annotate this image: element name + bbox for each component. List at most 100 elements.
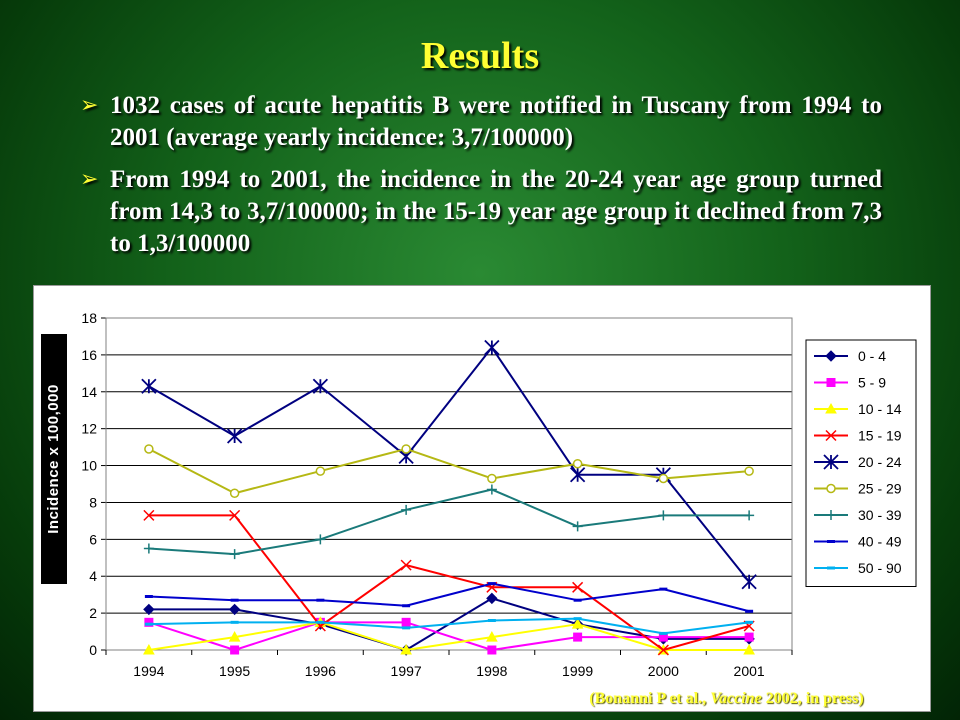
data-point bbox=[228, 631, 241, 642]
data-point bbox=[143, 603, 155, 616]
data-point bbox=[569, 467, 586, 483]
x-tick-label: 1994 bbox=[133, 663, 164, 679]
legend-label: 25 - 29 bbox=[858, 481, 902, 497]
data-point bbox=[487, 473, 497, 484]
series-line bbox=[148, 447, 750, 495]
data-point bbox=[230, 645, 240, 655]
legend-label: 50 - 90 bbox=[858, 560, 902, 576]
data-point bbox=[744, 510, 755, 521]
data-point bbox=[486, 484, 497, 495]
x-tick-label: 1996 bbox=[305, 663, 336, 679]
data-point bbox=[658, 473, 669, 484]
citation-journal: Vaccine bbox=[710, 690, 762, 707]
data-point bbox=[401, 504, 412, 515]
data-point bbox=[572, 521, 583, 532]
data-point bbox=[400, 643, 412, 655]
data-point bbox=[312, 378, 329, 394]
data-point bbox=[315, 466, 326, 476]
data-point bbox=[486, 592, 498, 605]
y-tick-label: 6 bbox=[89, 531, 97, 547]
citation-prefix: (Bonanni P et al., bbox=[589, 690, 711, 707]
legend-marker bbox=[825, 350, 837, 362]
data-point bbox=[401, 617, 411, 627]
data-point bbox=[143, 643, 155, 655]
y-tick-label: 14 bbox=[81, 384, 97, 400]
bullet-list: ➢ 1032 cases of acute hepatitis B were n… bbox=[80, 90, 882, 270]
arrow-bullet-icon: ➢ bbox=[80, 167, 99, 192]
x-tick-label: 1999 bbox=[562, 663, 593, 679]
data-point bbox=[743, 643, 755, 655]
y-tick-label: 18 bbox=[81, 310, 97, 326]
legend-marker bbox=[826, 483, 836, 494]
legend-label: 30 - 39 bbox=[858, 507, 902, 523]
legend-box bbox=[805, 339, 917, 587]
legend-marker bbox=[823, 454, 839, 470]
data-point bbox=[571, 618, 584, 629]
data-point bbox=[657, 644, 669, 656]
series-line bbox=[148, 346, 750, 583]
data-point bbox=[229, 509, 241, 521]
data-point bbox=[572, 458, 583, 469]
legend-label: 5 - 9 bbox=[858, 375, 886, 391]
data-point bbox=[141, 378, 157, 394]
series-line bbox=[148, 514, 750, 651]
legend-marker bbox=[825, 429, 837, 442]
series-line bbox=[148, 488, 750, 556]
data-point bbox=[744, 632, 754, 642]
y-tick-label: 0 bbox=[89, 642, 97, 658]
plot-border bbox=[105, 317, 793, 651]
data-point bbox=[143, 543, 154, 554]
slide-title: Results bbox=[420, 35, 540, 77]
data-point bbox=[484, 339, 500, 356]
legend-label: 10 - 14 bbox=[858, 401, 902, 417]
line-chart: 0 2 4 6 8 10 12 14 16 18 1994 1995 1996 1997 1998 1999 2… bbox=[81, 310, 917, 679]
chart-area: 0 2 4 6 8 10 12 14 16 18 1994 1995 1996 1997 1998 1999 2… bbox=[33, 285, 931, 712]
series-line bbox=[148, 582, 750, 613]
bullet-item: ➢ From 1994 to 2001, the incidence in th… bbox=[80, 164, 882, 260]
data-point bbox=[229, 488, 240, 498]
y-tick-label: 4 bbox=[89, 568, 97, 584]
data-point bbox=[228, 603, 241, 616]
data-point bbox=[400, 559, 412, 571]
y-axis-title: Incidence x 100,000 bbox=[41, 334, 67, 584]
legend-label: 15 - 19 bbox=[858, 428, 902, 444]
y-tick-label: 12 bbox=[81, 421, 97, 437]
data-point bbox=[226, 428, 243, 444]
y-tick-label: 2 bbox=[89, 605, 97, 621]
data-point bbox=[144, 444, 154, 454]
arrow-bullet-icon: ➢ bbox=[80, 93, 99, 118]
y-tick-label: 8 bbox=[89, 494, 97, 510]
data-point bbox=[143, 509, 155, 521]
y-tick-label: 16 bbox=[81, 347, 97, 363]
y-tick-label: 10 bbox=[81, 458, 97, 474]
bullet-text: 1032 cases of acute hepatitis B were not… bbox=[110, 92, 882, 151]
legend-marker bbox=[825, 402, 837, 414]
data-point bbox=[144, 617, 154, 627]
legend-marker bbox=[826, 378, 836, 387]
data-point bbox=[658, 510, 669, 521]
legend-label: 0 - 4 bbox=[858, 348, 886, 364]
data-point bbox=[229, 549, 240, 560]
citation-suffix: 2002, in press) bbox=[761, 690, 864, 707]
series-line bbox=[148, 621, 750, 651]
data-point bbox=[741, 574, 757, 590]
x-tick-label: 1995 bbox=[219, 663, 250, 679]
bullet-item: ➢ 1032 cases of acute hepatitis B were n… bbox=[80, 90, 882, 154]
data-point bbox=[315, 534, 326, 545]
x-tick-label: 1998 bbox=[476, 663, 507, 679]
x-tick-label: 2001 bbox=[734, 663, 765, 679]
data-point bbox=[401, 444, 411, 454]
series-line bbox=[148, 617, 750, 635]
data-point bbox=[744, 466, 754, 476]
x-tick-label: 2000 bbox=[648, 663, 679, 679]
bullet-text: From 1994 to 2001, the incidence in the … bbox=[110, 166, 882, 257]
data-point bbox=[573, 632, 583, 642]
data-point bbox=[486, 631, 498, 642]
data-point bbox=[487, 645, 497, 655]
legend-label: 40 - 49 bbox=[858, 534, 902, 550]
citation: (Bonanni P et al., Vaccine 2002, in pres… bbox=[529, 689, 924, 709]
data-point bbox=[572, 581, 584, 593]
x-tick-label: 1997 bbox=[391, 663, 422, 679]
legend-label: 20 - 24 bbox=[858, 454, 902, 470]
series-line bbox=[148, 621, 750, 651]
